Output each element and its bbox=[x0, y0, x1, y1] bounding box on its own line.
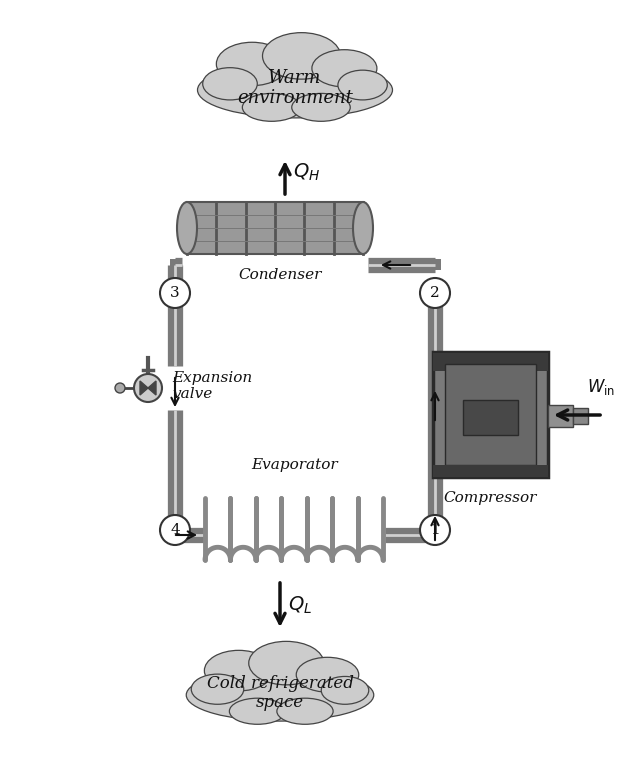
Circle shape bbox=[160, 278, 190, 308]
Text: 1: 1 bbox=[430, 523, 440, 537]
Text: 3: 3 bbox=[170, 286, 180, 300]
Circle shape bbox=[160, 515, 190, 545]
FancyBboxPatch shape bbox=[463, 400, 518, 435]
Ellipse shape bbox=[229, 698, 286, 724]
FancyBboxPatch shape bbox=[573, 408, 588, 424]
Polygon shape bbox=[148, 381, 156, 395]
Ellipse shape bbox=[263, 33, 341, 79]
Text: 4: 4 bbox=[170, 523, 180, 537]
Ellipse shape bbox=[338, 70, 387, 100]
Ellipse shape bbox=[277, 698, 333, 724]
Ellipse shape bbox=[191, 674, 243, 704]
Ellipse shape bbox=[312, 50, 377, 87]
FancyBboxPatch shape bbox=[433, 465, 548, 477]
FancyBboxPatch shape bbox=[187, 202, 363, 254]
Ellipse shape bbox=[292, 94, 350, 121]
FancyBboxPatch shape bbox=[433, 352, 548, 477]
Text: Warm
environment: Warm environment bbox=[237, 69, 353, 108]
Text: Condenser: Condenser bbox=[238, 268, 321, 282]
Ellipse shape bbox=[242, 94, 301, 121]
Text: Expansion
valve: Expansion valve bbox=[172, 371, 252, 401]
Circle shape bbox=[420, 278, 450, 308]
Ellipse shape bbox=[296, 658, 358, 692]
FancyBboxPatch shape bbox=[548, 405, 573, 427]
Text: $Q_H$: $Q_H$ bbox=[293, 162, 320, 183]
Bar bbox=[170, 259, 181, 270]
Ellipse shape bbox=[203, 68, 258, 100]
Text: $Q_L$: $Q_L$ bbox=[288, 594, 312, 615]
Ellipse shape bbox=[249, 641, 324, 685]
Circle shape bbox=[134, 374, 162, 402]
Text: Compressor: Compressor bbox=[443, 491, 537, 505]
FancyBboxPatch shape bbox=[445, 364, 536, 465]
Ellipse shape bbox=[204, 651, 273, 691]
Bar bbox=[430, 529, 441, 540]
Text: Cold refrigerated
space: Cold refrigerated space bbox=[206, 675, 353, 711]
Circle shape bbox=[420, 515, 450, 545]
Text: $W_{\mathrm{in}}$: $W_{\mathrm{in}}$ bbox=[587, 377, 615, 397]
Ellipse shape bbox=[177, 202, 197, 254]
Polygon shape bbox=[140, 381, 148, 395]
Bar bbox=[430, 259, 441, 270]
Ellipse shape bbox=[321, 676, 369, 704]
Ellipse shape bbox=[197, 62, 392, 118]
Text: Evaporator: Evaporator bbox=[252, 458, 338, 472]
Circle shape bbox=[115, 383, 125, 393]
Ellipse shape bbox=[186, 669, 374, 721]
Bar bbox=[170, 529, 181, 540]
Text: 2: 2 bbox=[430, 286, 440, 300]
FancyBboxPatch shape bbox=[433, 353, 548, 371]
Ellipse shape bbox=[353, 202, 373, 254]
Ellipse shape bbox=[217, 42, 288, 86]
